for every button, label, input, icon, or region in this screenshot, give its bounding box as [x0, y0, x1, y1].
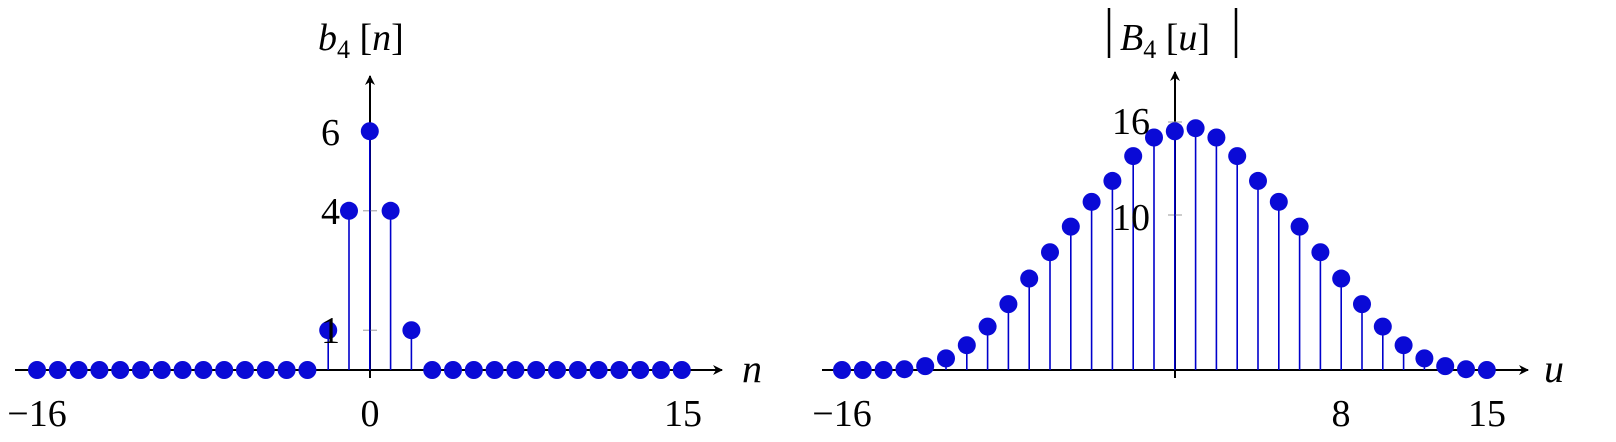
- svg-text:B4 [u]: B4 [u]: [1120, 17, 1210, 64]
- y-tick-label-10: 10: [1112, 197, 1150, 239]
- x-tick-label-15: 15: [1468, 393, 1506, 435]
- stem-marker: [1228, 147, 1247, 166]
- y-tick-label-1: 1: [321, 310, 340, 352]
- stem-marker: [423, 361, 442, 379]
- stem-marker: [215, 361, 234, 379]
- stem-marker: [916, 357, 935, 376]
- stem-marker: [833, 361, 851, 379]
- x-axis-label: n: [742, 346, 762, 391]
- plot-title: B4 [u]: [1107, 8, 1238, 64]
- x-tick-label-0: 0: [361, 393, 380, 435]
- stem-marker: [90, 361, 109, 379]
- stem-marker: [1145, 128, 1163, 147]
- markers: [833, 119, 1496, 379]
- stem-marker: [874, 361, 893, 379]
- stem-marker: [1436, 357, 1455, 376]
- stem-marker: [1082, 192, 1101, 211]
- stem-marker: [1353, 295, 1371, 314]
- stem-marker: [1124, 147, 1143, 166]
- plot-B4-magnitude: 10 16 −16 8 15 u B4 [u]: [812, 8, 1564, 435]
- stem-marker: [1186, 119, 1205, 138]
- stem-marker: [548, 361, 566, 379]
- stem-marker: [1332, 269, 1351, 288]
- stem-marker: [298, 361, 317, 379]
- plot-b4: 1 4 6 −16 0 15 n b4 [n]: [7, 17, 762, 435]
- stem-marker: [937, 349, 955, 368]
- x-tick-label-15: 15: [664, 393, 702, 435]
- x-tick-label-minus16: −16: [812, 393, 871, 435]
- stem-marker: [256, 361, 275, 379]
- stem-marker: [319, 321, 338, 340]
- stem-marker: [277, 361, 296, 379]
- stem-marker: [69, 361, 88, 379]
- stem-marker: [152, 361, 171, 379]
- stem-marker: [853, 361, 872, 379]
- stem-marker: [173, 361, 192, 379]
- y-tick-label-6: 6: [321, 112, 340, 154]
- stem-marker: [340, 201, 358, 220]
- stem-marker: [1269, 192, 1288, 211]
- stem-marker: [381, 201, 400, 220]
- stem-marker: [194, 361, 213, 379]
- stem-marker: [485, 361, 504, 379]
- stem-marker: [1290, 217, 1309, 236]
- stem-marker: [1103, 171, 1122, 190]
- stem-marker: [631, 361, 650, 379]
- stem-marker: [1394, 336, 1413, 355]
- x-axis-label: u: [1544, 346, 1564, 391]
- stem-marker: [444, 361, 462, 379]
- stems: [903, 128, 1467, 370]
- stem-marker: [568, 361, 587, 379]
- stem-marker: [402, 321, 421, 340]
- plot-title: b4 [n]: [318, 17, 404, 64]
- stem-marker: [1061, 217, 1080, 236]
- stem-marker: [957, 336, 976, 355]
- stem-marker: [652, 361, 670, 379]
- x-tick-label-8: 8: [1332, 393, 1351, 435]
- y-tick-label-4: 4: [321, 191, 340, 233]
- stem-marker: [132, 361, 150, 379]
- stem-marker: [1207, 128, 1226, 147]
- stem-marker: [672, 361, 691, 379]
- stem-marker: [978, 317, 997, 336]
- stem-marker: [1311, 243, 1330, 262]
- stem-marker: [589, 361, 608, 379]
- markers: [28, 122, 691, 379]
- stem-marker: [236, 361, 254, 379]
- stem-marker: [1457, 360, 1475, 379]
- stem-marker: [895, 360, 914, 379]
- stem-marker: [1041, 243, 1059, 262]
- stem-marker: [360, 122, 379, 141]
- stem-marker: [28, 361, 46, 379]
- stem-marker: [1020, 269, 1039, 288]
- stem-marker: [506, 361, 525, 379]
- stem-marker: [527, 361, 546, 379]
- stem-marker: [999, 295, 1018, 314]
- stem-marker: [464, 361, 483, 379]
- x-tick-label-minus16: −16: [7, 393, 66, 435]
- stems: [327, 131, 413, 370]
- stem-marker: [1415, 349, 1434, 368]
- y-tick-label-16: 16: [1112, 101, 1150, 143]
- stem-marker: [48, 361, 67, 379]
- stem-marker: [1249, 171, 1267, 190]
- stem-marker: [610, 361, 629, 379]
- stem-marker: [111, 361, 130, 379]
- stem-marker: [1373, 317, 1392, 336]
- stem-marker: [1165, 122, 1184, 141]
- stem-marker: [1477, 361, 1496, 379]
